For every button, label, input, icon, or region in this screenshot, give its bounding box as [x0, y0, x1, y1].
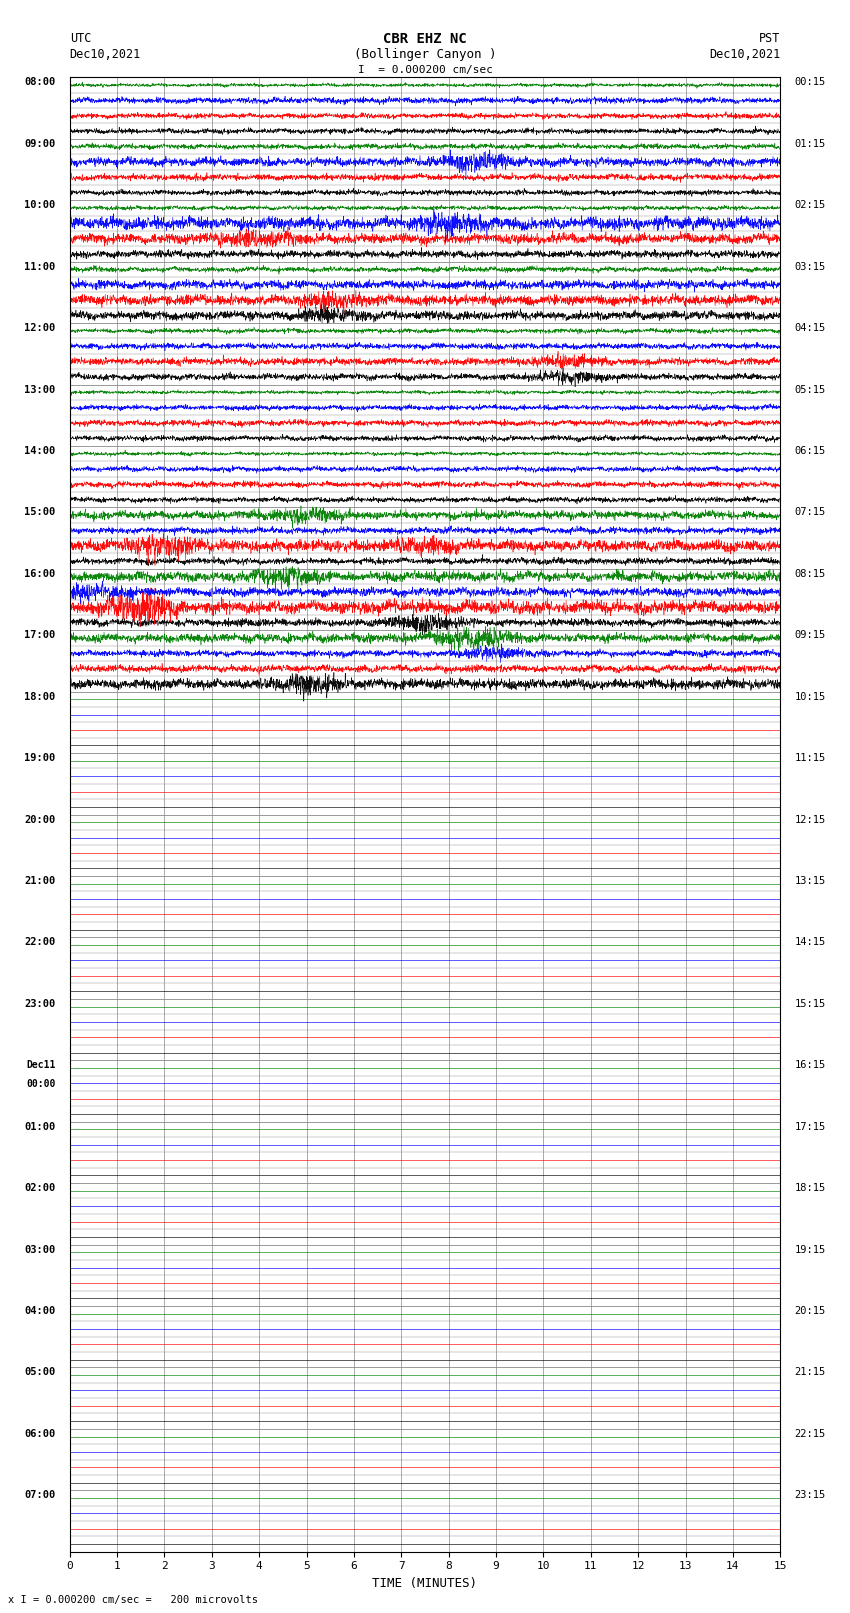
Text: 04:15: 04:15 [795, 323, 825, 334]
Text: 17:15: 17:15 [795, 1121, 825, 1132]
Text: 21:00: 21:00 [25, 876, 55, 886]
Text: 06:15: 06:15 [795, 447, 825, 456]
Text: 03:00: 03:00 [25, 1245, 55, 1255]
Text: 18:15: 18:15 [795, 1184, 825, 1194]
Text: 21:15: 21:15 [795, 1368, 825, 1378]
Text: 07:00: 07:00 [25, 1490, 55, 1500]
Text: 05:15: 05:15 [795, 384, 825, 395]
Text: 11:15: 11:15 [795, 753, 825, 763]
Text: 01:15: 01:15 [795, 139, 825, 148]
Text: 22:00: 22:00 [25, 937, 55, 947]
Text: x I = 0.000200 cm/sec =   200 microvolts: x I = 0.000200 cm/sec = 200 microvolts [8, 1595, 258, 1605]
Text: 06:00: 06:00 [25, 1429, 55, 1439]
Text: 16:00: 16:00 [25, 569, 55, 579]
Text: UTC: UTC [70, 32, 91, 45]
Text: 22:15: 22:15 [795, 1429, 825, 1439]
Text: 14:15: 14:15 [795, 937, 825, 947]
Text: 12:15: 12:15 [795, 815, 825, 824]
Text: CBR EHZ NC: CBR EHZ NC [383, 32, 467, 47]
Text: 04:00: 04:00 [25, 1307, 55, 1316]
Text: 11:00: 11:00 [25, 261, 55, 271]
Text: 00:15: 00:15 [795, 77, 825, 87]
Text: 17:00: 17:00 [25, 631, 55, 640]
Text: 09:00: 09:00 [25, 139, 55, 148]
Text: 10:00: 10:00 [25, 200, 55, 210]
Text: 15:15: 15:15 [795, 998, 825, 1008]
Text: 07:15: 07:15 [795, 508, 825, 518]
Text: 00:00: 00:00 [26, 1079, 55, 1089]
Text: 14:00: 14:00 [25, 447, 55, 456]
Text: 10:15: 10:15 [795, 692, 825, 702]
Text: 13:15: 13:15 [795, 876, 825, 886]
X-axis label: TIME (MINUTES): TIME (MINUTES) [372, 1578, 478, 1590]
Text: 08:15: 08:15 [795, 569, 825, 579]
Text: 15:00: 15:00 [25, 508, 55, 518]
Text: 23:00: 23:00 [25, 998, 55, 1008]
Text: Dec10,2021: Dec10,2021 [709, 48, 780, 61]
Text: 16:15: 16:15 [795, 1060, 825, 1071]
Text: 02:15: 02:15 [795, 200, 825, 210]
Text: 02:00: 02:00 [25, 1184, 55, 1194]
Text: 09:15: 09:15 [795, 631, 825, 640]
Text: 19:00: 19:00 [25, 753, 55, 763]
Text: I  = 0.000200 cm/sec: I = 0.000200 cm/sec [358, 65, 492, 74]
Text: 12:00: 12:00 [25, 323, 55, 334]
Text: 20:00: 20:00 [25, 815, 55, 824]
Text: 03:15: 03:15 [795, 261, 825, 271]
Text: 13:00: 13:00 [25, 384, 55, 395]
Text: 20:15: 20:15 [795, 1307, 825, 1316]
Text: 18:00: 18:00 [25, 692, 55, 702]
Text: 01:00: 01:00 [25, 1121, 55, 1132]
Text: 23:15: 23:15 [795, 1490, 825, 1500]
Text: 05:00: 05:00 [25, 1368, 55, 1378]
Text: (Bollinger Canyon ): (Bollinger Canyon ) [354, 48, 496, 61]
Text: 08:00: 08:00 [25, 77, 55, 87]
Text: Dec11: Dec11 [26, 1060, 55, 1071]
Text: Dec10,2021: Dec10,2021 [70, 48, 141, 61]
Text: PST: PST [759, 32, 780, 45]
Text: 19:15: 19:15 [795, 1245, 825, 1255]
